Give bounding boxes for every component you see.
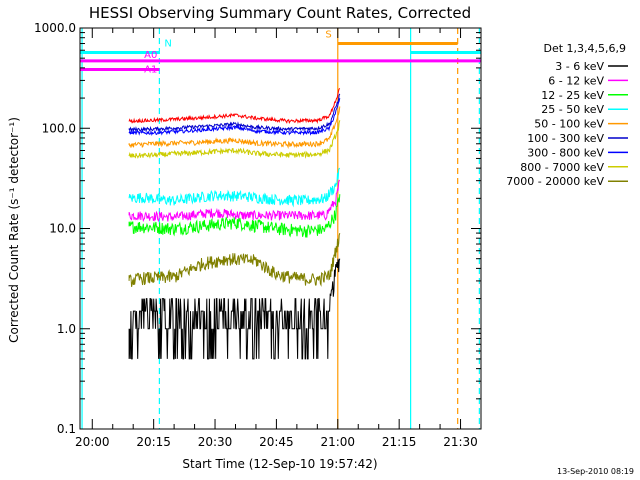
legend-label-4: 50 - 100 keV bbox=[534, 118, 604, 131]
series-line-6 bbox=[128, 97, 341, 137]
legend-label-5: 100 - 300 keV bbox=[527, 132, 604, 145]
series-line-5 bbox=[128, 93, 341, 133]
x-tick-label: 21:00 bbox=[320, 435, 355, 449]
legend-label-3: 25 - 50 keV bbox=[541, 103, 604, 116]
legend-label-7: 800 - 7000 keV bbox=[520, 161, 604, 174]
legend-label-8: 7000 - 20000 keV bbox=[506, 175, 604, 188]
legend-label-1: 6 - 12 keV bbox=[548, 74, 604, 87]
x-tick-label: 20:45 bbox=[259, 435, 294, 449]
series-line-1 bbox=[128, 179, 341, 223]
y-axis-label: Corrected Count Rate (s⁻¹ detector⁻¹) bbox=[7, 117, 21, 343]
legend-label-6: 300 - 800 keV bbox=[527, 146, 604, 159]
state-label-s: S bbox=[325, 30, 331, 41]
series-line-7 bbox=[128, 120, 341, 159]
y-tick-label: 1000.0 bbox=[34, 21, 76, 35]
chart-title: HESSI Observing Summary Count Rates, Cor… bbox=[89, 4, 471, 22]
y-tick-label: 100.0 bbox=[42, 121, 76, 135]
series-line-8 bbox=[128, 232, 341, 287]
series-line-4 bbox=[128, 106, 341, 149]
timestamp-footer: 13-Sep-2010 08:19 bbox=[557, 467, 634, 476]
series-line-0 bbox=[128, 258, 341, 360]
x-tick-label: 21:30 bbox=[443, 435, 478, 449]
x-tick-label: 20:30 bbox=[198, 435, 233, 449]
series-line-3 bbox=[128, 167, 341, 208]
y-tick-label: 10.0 bbox=[49, 222, 76, 236]
y-tick-label: 0.1 bbox=[57, 422, 76, 436]
state-label-n: N bbox=[164, 38, 171, 49]
legend-label-2: 12 - 25 keV bbox=[541, 89, 604, 102]
x-tick-label: 20:00 bbox=[75, 435, 110, 449]
x-axis-label: Start Time (12-Sep-10 19:57:42) bbox=[182, 457, 377, 471]
x-tick-label: 21:15 bbox=[382, 435, 417, 449]
legend-title: Det 1,3,4,5,6,9 bbox=[543, 42, 626, 55]
series-line-2 bbox=[128, 194, 341, 238]
x-tick-label: 20:15 bbox=[136, 435, 171, 449]
y-tick-label: 1.0 bbox=[57, 322, 76, 336]
state-label-a1: A1 bbox=[144, 65, 157, 76]
series-line-red bbox=[128, 88, 341, 124]
axis-ticks: 0.1 1.0 10.0 100.0 1000.0 20:00 20:15 20:30 20:4… bbox=[34, 21, 482, 449]
state-label-a0: A0 bbox=[144, 50, 157, 61]
legend-label-0: 3 - 6 keV bbox=[555, 60, 604, 73]
